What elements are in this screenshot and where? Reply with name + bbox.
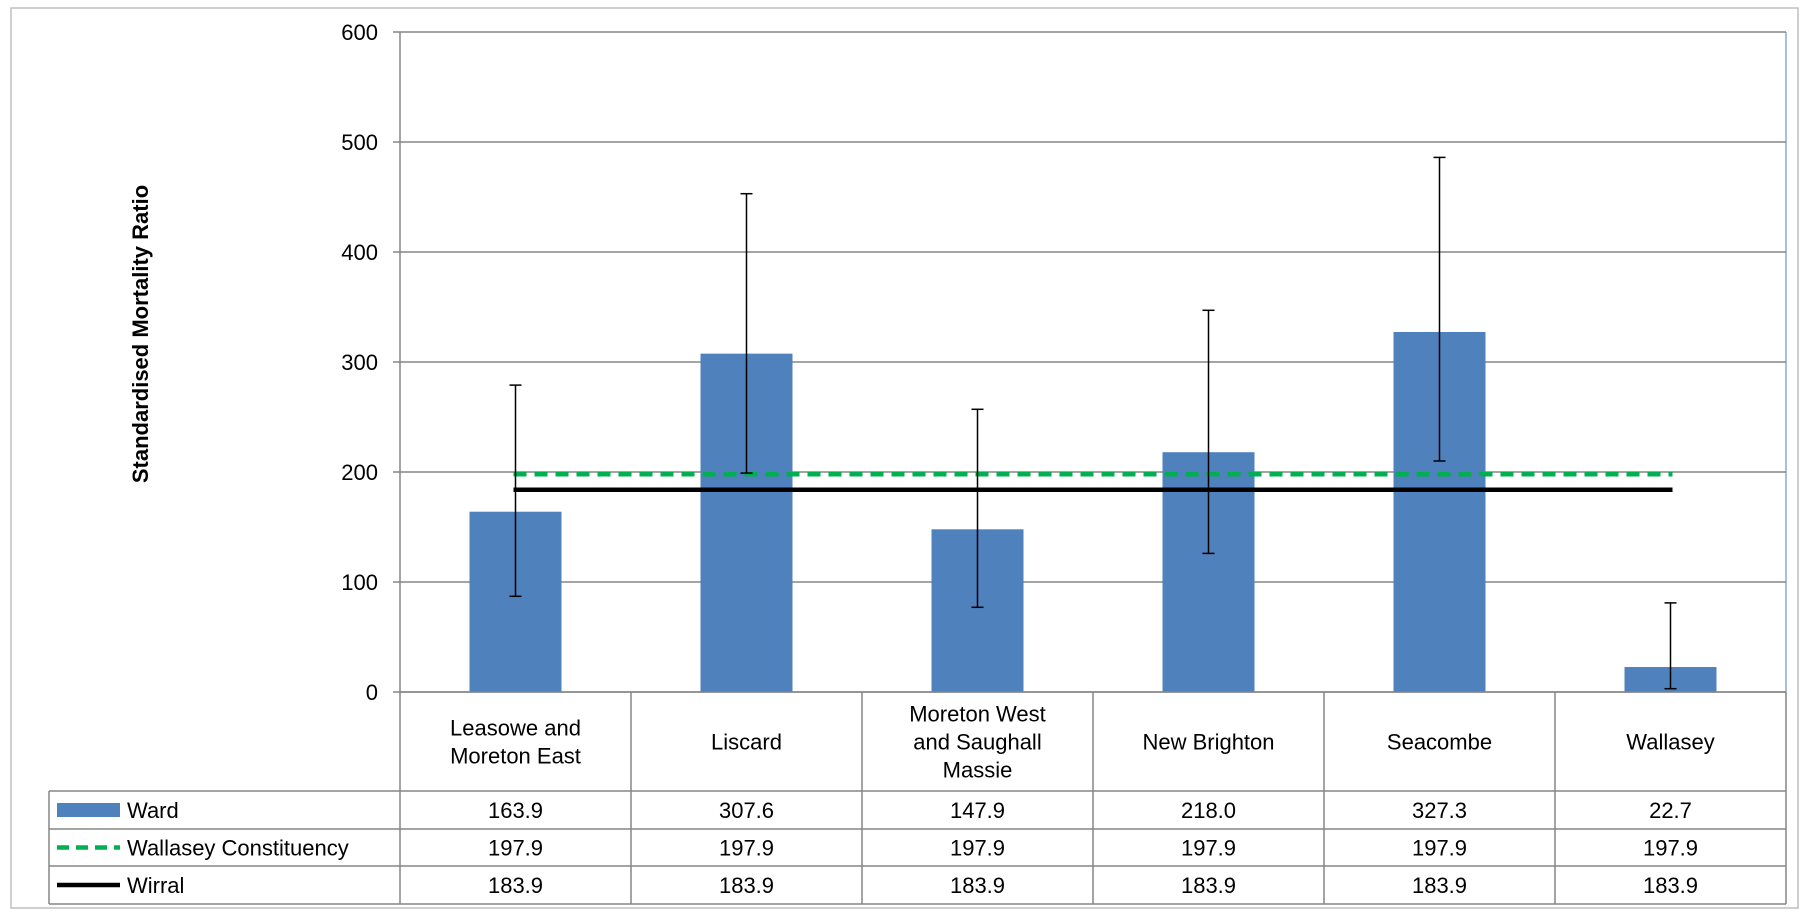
category-label: Moreton West bbox=[909, 702, 1046, 727]
table-value: 183.9 bbox=[950, 873, 1005, 898]
table-value: 163.9 bbox=[488, 798, 543, 823]
table-value: 183.9 bbox=[1412, 873, 1467, 898]
category-label: Moreton East bbox=[450, 744, 581, 769]
y-tick-label: 600 bbox=[341, 20, 378, 45]
legend-key-ward bbox=[57, 803, 120, 817]
category-label: Massie bbox=[943, 758, 1013, 783]
chart-border bbox=[10, 7, 1799, 909]
table-value: 22.7 bbox=[1649, 798, 1692, 823]
category-label: Seacombe bbox=[1387, 730, 1492, 755]
y-axis-title: Standardised Mortality Ratio bbox=[128, 185, 153, 483]
table-value: 183.9 bbox=[1181, 873, 1236, 898]
table-value: 327.3 bbox=[1412, 798, 1467, 823]
table-value: 147.9 bbox=[950, 798, 1005, 823]
category-label: Liscard bbox=[711, 730, 782, 755]
legend-label: Ward bbox=[127, 798, 179, 823]
table-value: 197.9 bbox=[1643, 836, 1698, 861]
category-label: New Brighton bbox=[1142, 730, 1274, 755]
y-tick-label: 400 bbox=[341, 240, 378, 265]
table-value: 183.9 bbox=[1643, 873, 1698, 898]
legend-label: Wirral bbox=[127, 873, 184, 898]
table-value: 218.0 bbox=[1181, 798, 1236, 823]
table-value: 197.9 bbox=[1412, 836, 1467, 861]
legend-label: Wallasey Constituency bbox=[127, 836, 349, 861]
y-tick-label: 500 bbox=[341, 130, 378, 155]
y-tick-label: 200 bbox=[341, 460, 378, 485]
table-value: 183.9 bbox=[719, 873, 774, 898]
y-tick-label: 100 bbox=[341, 570, 378, 595]
category-label: Leasowe and bbox=[450, 716, 581, 741]
y-tick-label: 300 bbox=[341, 350, 378, 375]
table-value: 197.9 bbox=[1181, 836, 1236, 861]
category-label: and Saughall bbox=[913, 730, 1041, 755]
category-label: Wallasey bbox=[1626, 730, 1714, 755]
table-value: 183.9 bbox=[488, 873, 543, 898]
table-value: 197.9 bbox=[488, 836, 543, 861]
table-value: 197.9 bbox=[719, 836, 774, 861]
table-value: 307.6 bbox=[719, 798, 774, 823]
table-value: 197.9 bbox=[950, 836, 1005, 861]
y-tick-label: 0 bbox=[366, 680, 378, 705]
